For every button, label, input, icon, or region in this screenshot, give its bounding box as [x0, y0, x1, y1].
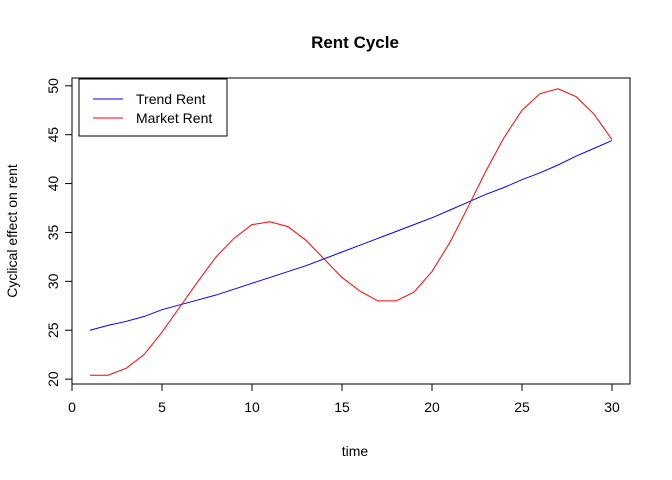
x-tick-label: 15: [334, 399, 350, 415]
y-tick-label: 25: [45, 322, 61, 338]
series-line-trend-rent: [89, 140, 613, 331]
y-tick-label: 40: [45, 176, 61, 192]
x-tick-label: 20: [424, 399, 440, 415]
legend-label-market-rent: Market Rent: [136, 110, 212, 126]
y-axis-label: Cyclical effect on rent: [4, 164, 20, 298]
chart-title: Rent Cycle: [311, 33, 399, 52]
y-tick-label: 45: [45, 127, 61, 143]
y-tick-label: 30: [45, 273, 61, 289]
legend-box: [78, 78, 228, 137]
x-tick-label: 10: [244, 399, 260, 415]
x-tick-label: 5: [158, 399, 166, 415]
y-axis: 20 25 30 35 40 45 50: [45, 78, 73, 387]
x-axis: 0 5 10 15 20 25 30: [68, 383, 620, 415]
y-tick-label: 20: [45, 371, 61, 387]
x-axis-label: time: [342, 443, 369, 459]
y-tick-label: 35: [45, 224, 61, 240]
x-tick-label: 30: [604, 399, 620, 415]
x-tick-label: 25: [514, 399, 530, 415]
legend-label-trend-rent: Trend Rent: [136, 91, 206, 107]
legend: Trend Rent Market Rent: [78, 78, 228, 137]
y-tick-label: 50: [45, 78, 61, 94]
x-tick-label: 0: [68, 399, 76, 415]
series-line-market-rent: [90, 88, 613, 376]
series-layer: [89, 88, 613, 376]
